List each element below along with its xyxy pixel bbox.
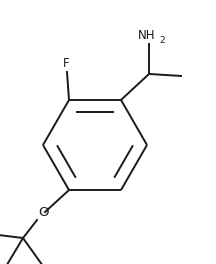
Text: F: F [63, 57, 69, 70]
Text: 2: 2 [159, 36, 165, 45]
Text: O: O [39, 206, 49, 219]
Text: NH: NH [138, 29, 156, 42]
